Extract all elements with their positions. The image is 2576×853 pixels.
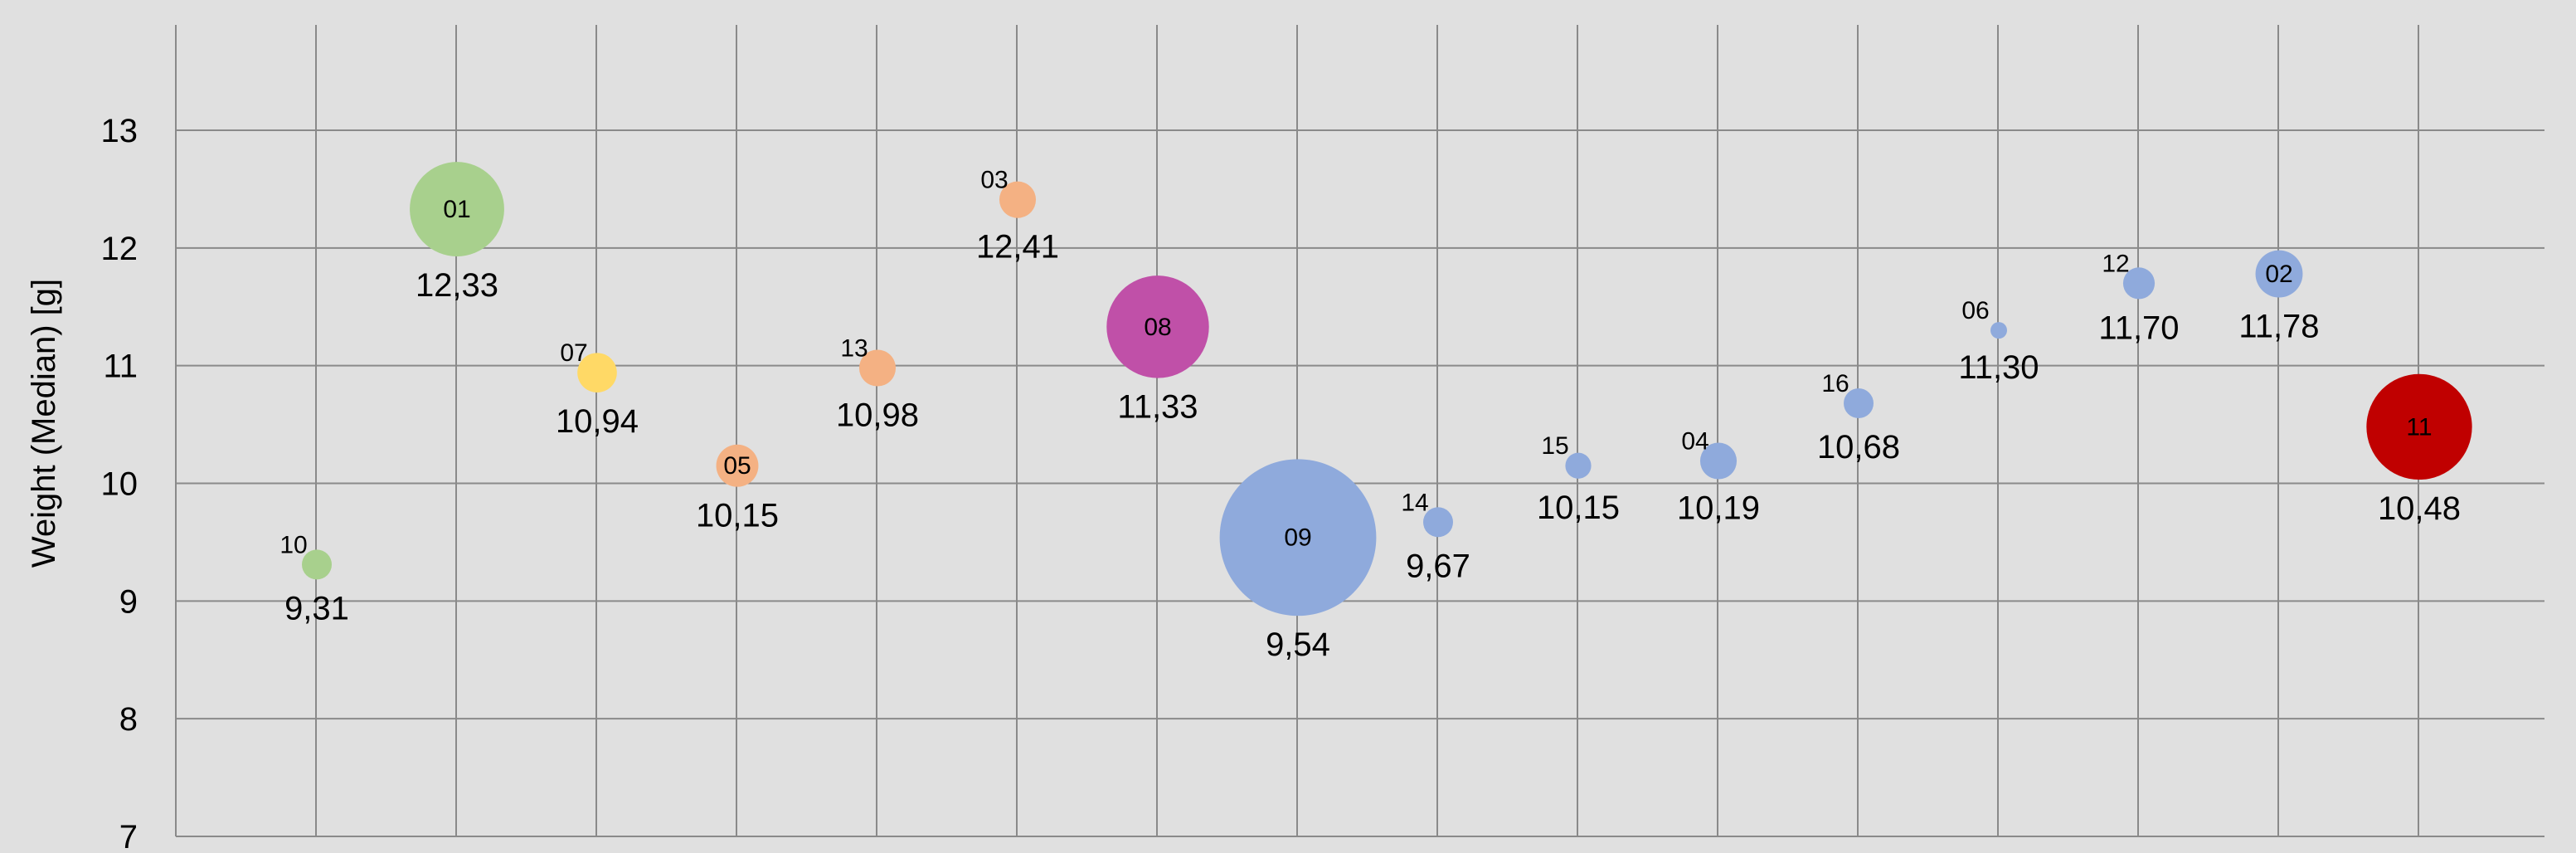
bubble-id-label: 01 (443, 196, 470, 223)
bubble-id-label: 09 (1284, 524, 1311, 552)
bubble-10 (302, 549, 332, 580)
bubble-16 (1844, 388, 1874, 419)
bubble-id-label: 03 (980, 167, 1008, 194)
y-tick-label: 11 (103, 349, 138, 385)
y-tick-labels: 7 8 9 10 11 12 13 (101, 113, 139, 853)
bubble-id-label: 06 (1961, 297, 1989, 324)
bubble-id-label: 13 (840, 335, 868, 363)
bubble-value-label: 11,78 (2238, 308, 2319, 344)
bubble-value-label: 10,94 (556, 403, 639, 440)
bubble-id-label: 15 (1541, 432, 1568, 460)
bubble-14 (1423, 507, 1453, 538)
bubble-value-label: 12,33 (416, 267, 498, 304)
bubble-value-label: 11,30 (1958, 349, 2039, 386)
bubble-02 (2255, 250, 2303, 298)
bubble-id-label: 05 (723, 452, 751, 480)
bubble-07 (577, 353, 617, 392)
y-tick-label: 9 (119, 583, 138, 620)
bubble-03 (999, 181, 1037, 218)
bubble-value-label: 12,41 (976, 229, 1059, 266)
y-tick-label: 7 (119, 819, 138, 853)
y-tick-label: 12 (101, 231, 139, 267)
bubble-id-label: 02 (2265, 261, 2292, 288)
bubble-value-label: 11,70 (2098, 310, 2179, 346)
bubble-id-label: 08 (1144, 314, 1171, 341)
bubble-12 (2122, 267, 2156, 300)
bubbles (302, 162, 2472, 617)
bubble-value-label: 10,68 (1817, 429, 1900, 465)
bubble-value-label: 10,15 (1537, 490, 1620, 526)
grid-lines (175, 25, 2544, 837)
bubble-id-label: 14 (1401, 489, 1428, 516)
bubble-value-label: 11,33 (1117, 389, 1198, 426)
bubble-value-label: 10,15 (696, 498, 779, 534)
y-tick-label: 10 (101, 466, 139, 503)
bubble-04 (1699, 442, 1738, 480)
bubble-value-label: 10,98 (836, 397, 919, 434)
y-tick-label: 8 (119, 701, 138, 738)
bubble-13 (858, 349, 897, 387)
bubble-05 (716, 444, 759, 487)
value-labels: 10 9,31 01 12,33 07 10,94 05 10,15 13 10,98 03 12,4… (279, 167, 2461, 663)
y-tick-label: 13 (101, 113, 139, 149)
bubble-value-label: 9,54 (1266, 626, 1330, 663)
bubble-09 (1219, 459, 1377, 617)
bubble-11 (2366, 373, 2472, 480)
bubble-value-label: 9,31 (284, 590, 349, 626)
bubble-id-label: 11 (2406, 413, 2432, 441)
bubble-15 (1565, 452, 1592, 479)
bubble-id-label: 10 (279, 531, 307, 558)
bubble-06 (1990, 322, 2007, 339)
bubble-id-label: 12 (2102, 250, 2129, 277)
bubble-value-label: 10,48 (2378, 490, 2461, 527)
bubble-08 (1106, 275, 1209, 378)
bubble-value-label: 10,19 (1677, 490, 1760, 527)
bubble-id-label: 07 (560, 339, 587, 367)
bubble-value-label: 9,67 (1406, 548, 1470, 584)
bubble-01 (410, 162, 504, 256)
bubble-id-label: 16 (1821, 370, 1849, 397)
bubble-id-label: 04 (1681, 428, 1708, 456)
y-axis-title: Weight (Median) [g] (26, 279, 62, 568)
